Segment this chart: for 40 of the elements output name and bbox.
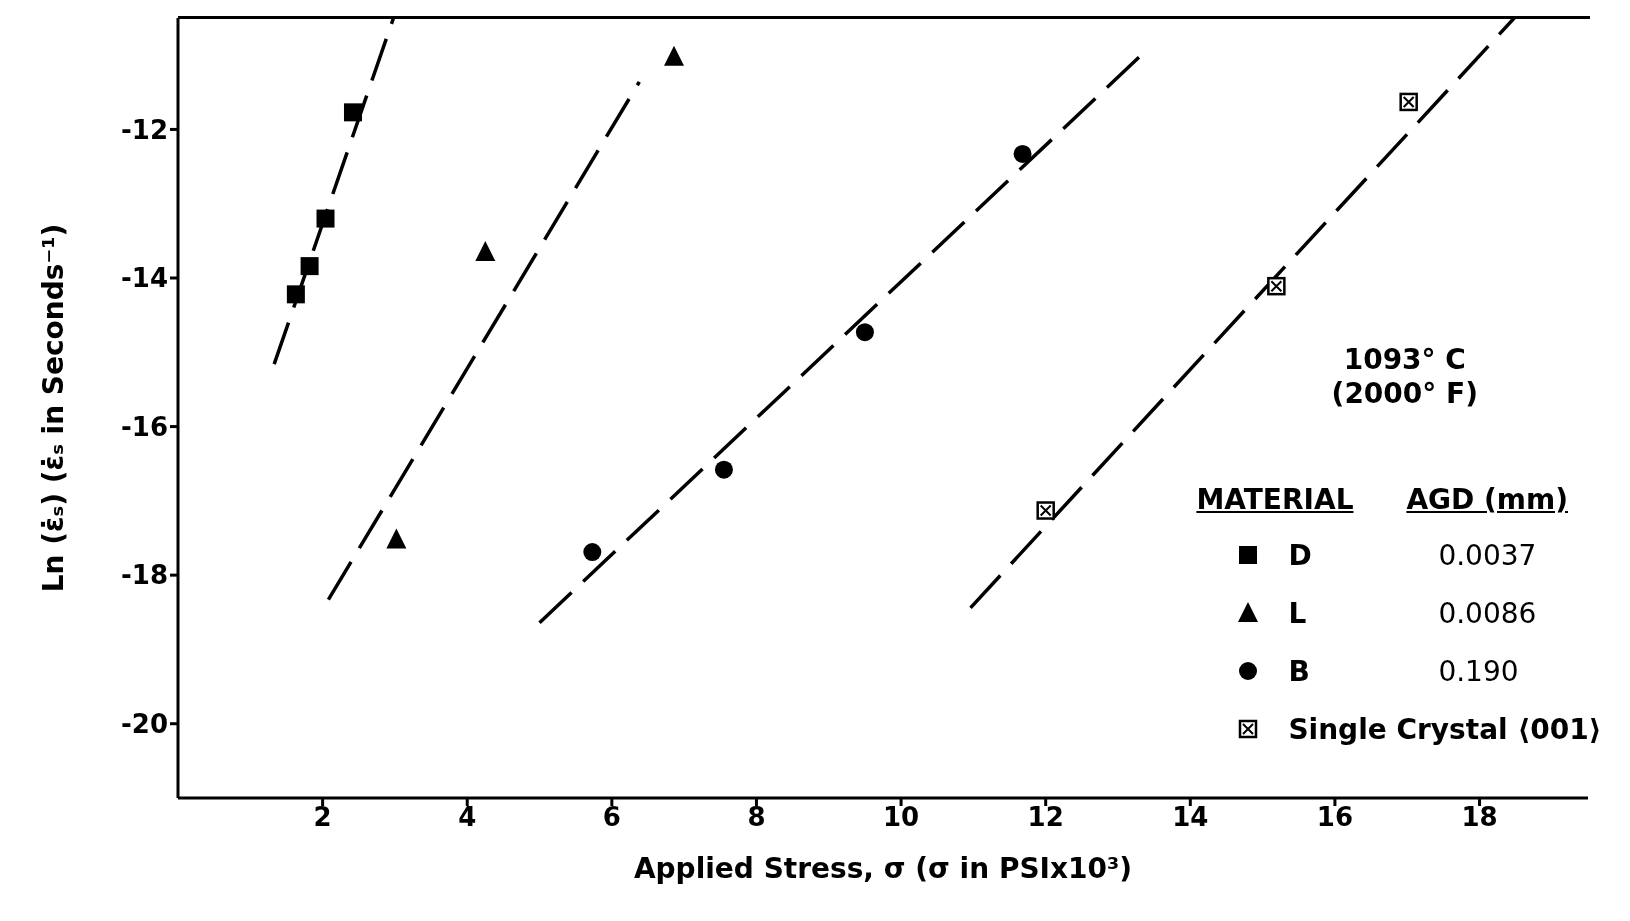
point bbox=[286, 285, 305, 304]
y-axis-title: Ln (ε̇ₛ) (ε̇ₛ in Seconds⁻¹) bbox=[36, 223, 70, 593]
point bbox=[316, 209, 335, 228]
annotation: (2000° F) bbox=[1331, 377, 1478, 411]
point bbox=[714, 460, 733, 479]
point bbox=[583, 543, 602, 562]
x-tick-label: 16 bbox=[1316, 802, 1354, 833]
y-tick-label: -16 bbox=[121, 411, 168, 442]
legend-title: MATERIAL bbox=[1196, 483, 1355, 516]
x-tick-label: 2 bbox=[313, 802, 332, 833]
y-tick-label: -14 bbox=[121, 263, 168, 294]
point bbox=[343, 103, 362, 122]
y-tick-label: -20 bbox=[121, 708, 168, 739]
point bbox=[300, 257, 319, 276]
point bbox=[386, 528, 407, 549]
legend-label: D bbox=[1288, 538, 1313, 572]
point bbox=[1399, 92, 1418, 112]
annotation: 0.0037 bbox=[1438, 538, 1537, 572]
point bbox=[475, 241, 496, 261]
annotation: AGD (mm) bbox=[1406, 483, 1568, 516]
y-tick-label: -12 bbox=[121, 114, 168, 145]
x-tick-label: 4 bbox=[458, 802, 477, 833]
legend-label: B bbox=[1288, 654, 1311, 688]
legend-label: Single Crystal ⟨001⟩ bbox=[1288, 712, 1602, 746]
x-tick-label: 10 bbox=[882, 802, 920, 833]
x-tick-label: 12 bbox=[1027, 802, 1064, 833]
annotation: 0.190 bbox=[1438, 654, 1519, 688]
point bbox=[1013, 144, 1032, 163]
annotation: 0.0086 bbox=[1438, 596, 1537, 630]
point bbox=[664, 45, 685, 66]
point bbox=[1267, 276, 1286, 296]
annotation: 1093° C bbox=[1342, 343, 1467, 377]
x-tick-label: 14 bbox=[1172, 802, 1209, 833]
x-tick-label: 8 bbox=[747, 802, 766, 833]
y-tick-label: -18 bbox=[121, 560, 168, 591]
x-tick-label: 18 bbox=[1461, 802, 1498, 833]
x-axis-title: Applied Stress, σ (σ in PSIx10³) bbox=[633, 852, 1133, 885]
legend-label: L bbox=[1288, 596, 1308, 630]
x-tick-label: 6 bbox=[602, 802, 621, 833]
point bbox=[855, 323, 874, 342]
